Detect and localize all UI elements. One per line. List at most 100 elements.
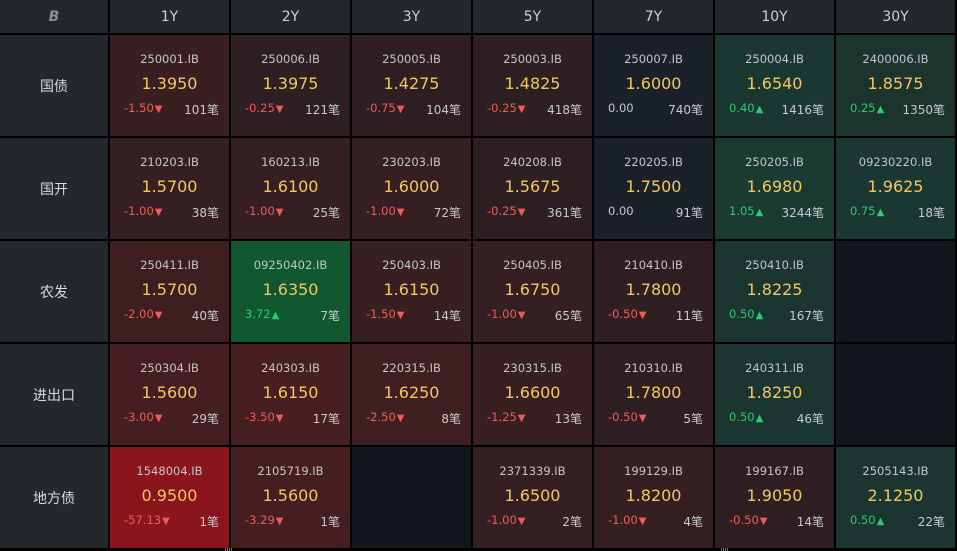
arrow-down-icon: ▼ <box>517 310 526 321</box>
arrow-down-icon: ▼ <box>638 310 647 321</box>
bond-quote-cell[interactable]: 250205.IB 1.6980 1.05▲ 3244笔 <box>715 138 834 239</box>
bond-yield: 1.8200 <box>625 486 682 505</box>
bond-yield: 1.6750 <box>504 280 561 299</box>
empty-cell <box>352 447 471 548</box>
bond-quote-cell[interactable]: 250003.IB 1.4825 -0.25▼ 418笔 <box>473 35 592 136</box>
bond-code: 250006.IB <box>261 52 320 66</box>
trade-count: 121笔 <box>305 103 340 117</box>
column-header-5y[interactable]: 5Y <box>473 0 592 33</box>
column-header-10y[interactable]: 10Y <box>715 0 834 33</box>
bond-yield: 1.6250 <box>383 383 440 402</box>
yield-change-value: -0.50 <box>729 513 759 527</box>
yield-change-value: 0.00 <box>608 204 634 218</box>
trade-count: 14笔 <box>796 515 824 529</box>
trade-count: 2笔 <box>562 515 582 529</box>
yield-change-value: 0.50 <box>850 513 876 527</box>
bond-yield: 1.7800 <box>625 280 682 299</box>
bond-quote-cell[interactable]: 2400006.IB 1.8575 0.25▲ 1350笔 <box>836 35 955 136</box>
yield-change: -2.50▼ <box>366 410 404 424</box>
trade-count: 29笔 <box>191 412 219 426</box>
trade-count: 1笔 <box>320 515 340 529</box>
yield-change-value: -3.50 <box>245 410 275 424</box>
bond-quote-cell[interactable]: 250410.IB 1.8225 0.50▲ 167笔 <box>715 241 834 342</box>
arrow-down-icon: ▼ <box>517 207 526 218</box>
bond-quote-cell[interactable]: 230203.IB 1.6000 -1.00▼ 72笔 <box>352 138 471 239</box>
bond-code: 160213.IB <box>261 155 320 169</box>
trade-count: 7笔 <box>320 309 340 323</box>
bond-code: 2400006.IB <box>862 52 929 66</box>
bond-yield: 1.5600 <box>262 486 319 505</box>
bond-quote-cell[interactable]: 240208.IB 1.5675 -0.25▼ 361笔 <box>473 138 592 239</box>
resize-grip-icon[interactable] <box>225 548 233 551</box>
yield-change: 1.05▲ <box>729 204 763 218</box>
arrow-up-icon: ▲ <box>755 207 764 218</box>
bond-quote-cell[interactable]: 210203.IB 1.5700 -1.00▼ 38笔 <box>110 138 229 239</box>
trade-count: 3244笔 <box>781 206 824 220</box>
row-label: 地方债 <box>0 447 108 548</box>
bond-code: 210310.IB <box>624 361 683 375</box>
bond-code: 250003.IB <box>503 52 562 66</box>
bond-quote-cell[interactable]: 210410.IB 1.7800 -0.50▼ 11笔 <box>594 241 713 342</box>
column-header-3y[interactable]: 3Y <box>352 0 471 33</box>
bond-yield: 1.6540 <box>746 74 803 93</box>
bond-code: 230203.IB <box>382 155 441 169</box>
bond-quote-cell[interactable]: 2505143.IB 2.1250 0.50▲ 22笔 <box>836 447 955 548</box>
bond-code: 1548004.IB <box>136 464 203 478</box>
bond-quote-cell[interactable]: 199129.IB 1.8200 -1.00▼ 4笔 <box>594 447 713 548</box>
yield-change: -3.50▼ <box>245 410 283 424</box>
bond-quote-cell[interactable]: 250411.IB 1.5700 -2.00▼ 40笔 <box>110 241 229 342</box>
yield-change: -0.50▼ <box>608 410 646 424</box>
column-header-30y[interactable]: 30Y <box>836 0 955 33</box>
bond-quote-cell[interactable]: 2371339.IB 1.6500 -1.00▼ 2笔 <box>473 447 592 548</box>
bond-quote-cell[interactable]: 250004.IB 1.6540 0.40▲ 1416笔 <box>715 35 834 136</box>
arrow-down-icon: ▼ <box>396 207 405 218</box>
yield-change: 0.00 <box>608 101 634 115</box>
resize-grip-icon[interactable] <box>721 548 729 551</box>
bond-quote-cell[interactable]: 250405.IB 1.6750 -1.00▼ 65笔 <box>473 241 592 342</box>
bond-quote-cell[interactable]: 1548004.IB 0.9500 -57.13▼ 1笔 <box>110 447 229 548</box>
arrow-up-icon: ▲ <box>876 207 885 218</box>
yield-change: -1.00▼ <box>487 513 525 527</box>
bond-quote-cell[interactable]: 220205.IB 1.7500 0.00 91笔 <box>594 138 713 239</box>
bond-code: 250405.IB <box>503 258 562 272</box>
bond-quote-cell[interactable]: 220315.IB 1.6250 -2.50▼ 8笔 <box>352 344 471 445</box>
arrow-up-icon: ▲ <box>755 413 764 424</box>
yield-change: 3.72▲ <box>245 307 279 321</box>
trade-count: 91笔 <box>675 206 703 220</box>
bond-quote-cell[interactable]: 09230220.IB 1.9625 0.75▲ 18笔 <box>836 138 955 239</box>
bond-yield: 1.6000 <box>625 74 682 93</box>
bond-code: 199167.IB <box>745 464 804 478</box>
bond-quote-cell[interactable]: 250006.IB 1.3975 -0.25▼ 121笔 <box>231 35 350 136</box>
yield-change: -0.50▼ <box>729 513 767 527</box>
arrow-down-icon: ▼ <box>275 207 284 218</box>
bond-quote-cell[interactable]: 240303.IB 1.6150 -3.50▼ 17笔 <box>231 344 350 445</box>
bond-quote-cell[interactable]: 250403.IB 1.6150 -1.50▼ 14笔 <box>352 241 471 342</box>
bond-quote-cell[interactable]: 199167.IB 1.9050 -0.50▼ 14笔 <box>715 447 834 548</box>
trade-count: 46笔 <box>796 412 824 426</box>
column-header-7y[interactable]: 7Y <box>594 0 713 33</box>
trade-count: 1350笔 <box>902 103 945 117</box>
bond-quote-cell[interactable]: 210310.IB 1.7800 -0.50▼ 5笔 <box>594 344 713 445</box>
bond-quote-cell[interactable]: 250005.IB 1.4275 -0.75▼ 104笔 <box>352 35 471 136</box>
bond-quote-cell[interactable]: 09250402.IB 1.6350 3.72▲ 7笔 <box>231 241 350 342</box>
arrow-down-icon: ▼ <box>517 413 526 424</box>
trade-count: 1416笔 <box>781 103 824 117</box>
yield-change-value: -3.29 <box>245 513 275 527</box>
bond-quote-cell[interactable]: 2105719.IB 1.5600 -3.29▼ 1笔 <box>231 447 350 548</box>
bond-quote-cell[interactable]: 230315.IB 1.6600 -1.25▼ 13笔 <box>473 344 592 445</box>
bond-quote-cell[interactable]: 250007.IB 1.6000 0.00 740笔 <box>594 35 713 136</box>
trade-count: 361笔 <box>547 206 582 220</box>
column-header-1y[interactable]: 1Y <box>110 0 229 33</box>
bond-quote-cell[interactable]: 240311.IB 1.8250 0.50▲ 46笔 <box>715 344 834 445</box>
column-header-2y[interactable]: 2Y <box>231 0 350 33</box>
bond-code: 2505143.IB <box>862 464 929 478</box>
yield-change-value: -0.50 <box>608 410 638 424</box>
trade-count: 22笔 <box>917 515 945 529</box>
row-label: 农发 <box>0 241 108 342</box>
bond-quote-cell[interactable]: 250001.IB 1.3950 -1.50▼ 101笔 <box>110 35 229 136</box>
trade-count: 5笔 <box>683 412 703 426</box>
bond-quote-cell[interactable]: 160213.IB 1.6100 -1.00▼ 25笔 <box>231 138 350 239</box>
bond-yield: 1.9625 <box>867 177 924 196</box>
bond-quote-cell[interactable]: 250304.IB 1.5600 -3.00▼ 29笔 <box>110 344 229 445</box>
bond-yield: 2.1250 <box>867 486 924 505</box>
